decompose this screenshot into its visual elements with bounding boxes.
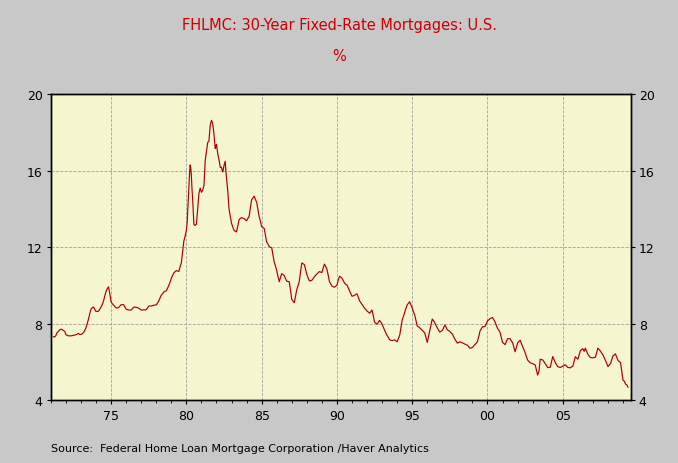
Text: %: % bbox=[332, 49, 346, 63]
Text: FHLMC: 30-Year Fixed-Rate Mortgages: U.S.: FHLMC: 30-Year Fixed-Rate Mortgages: U.S… bbox=[182, 18, 496, 32]
Text: Source:  Federal Home Loan Mortgage Corporation /Haver Analytics: Source: Federal Home Loan Mortgage Corpo… bbox=[51, 443, 428, 453]
